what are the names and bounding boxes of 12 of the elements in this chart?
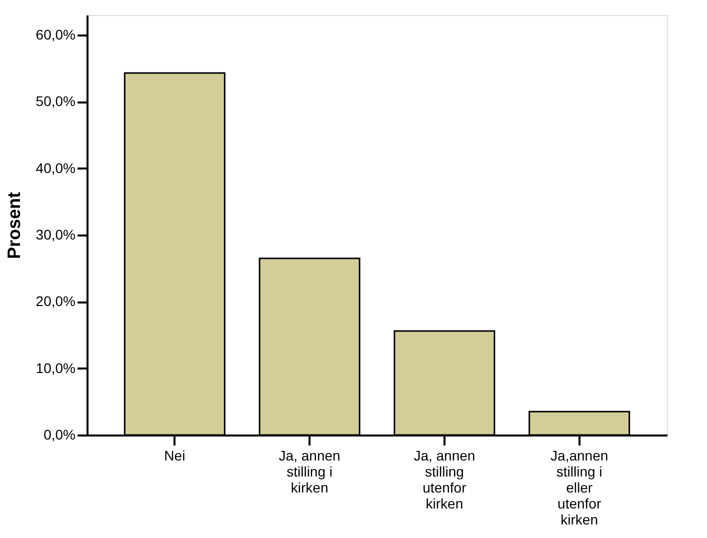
y-tick-label: 60,0% — [36, 26, 76, 42]
y-tick-label: 10,0% — [36, 360, 76, 376]
y-tick-label: 20,0% — [36, 293, 76, 310]
y-tick-label: 40,0% — [36, 160, 76, 176]
y-tick-label: 50,0% — [36, 93, 76, 110]
y-tick-label: 30,0% — [36, 226, 76, 242]
y-tick-label: 0,0% — [44, 426, 76, 442]
x-tick-label: Ja, annen stilling i kirken — [278, 448, 340, 496]
x-tick-label: Nei — [164, 448, 186, 464]
y-axis-title: Prosent — [4, 192, 24, 260]
x-tick-label: Ja, annen stilling utenfor kirken — [414, 448, 476, 512]
x-tick-label: Ja,annen stilling i eller utenfor kirken — [550, 448, 608, 528]
